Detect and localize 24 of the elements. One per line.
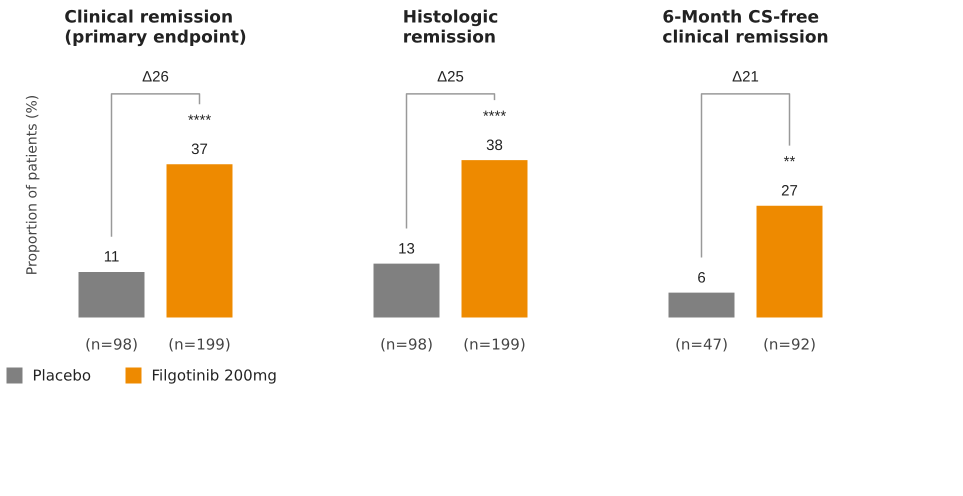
text: **** bbox=[482, 108, 506, 125]
x-tick-label: (n=47) bbox=[675, 336, 728, 354]
data-label: 27 bbox=[781, 182, 798, 200]
chart-title: Clinical remission (primary endpoint) bbox=[64, 8, 247, 48]
data-label: 6 bbox=[697, 269, 706, 286]
legend-label: Placebo bbox=[32, 366, 92, 384]
text: Δ21 bbox=[732, 68, 759, 86]
text: Δ25 bbox=[437, 68, 464, 86]
chart-title: Histologic remission bbox=[402, 8, 498, 48]
data-label: 13 bbox=[398, 240, 415, 258]
data-label: 38 bbox=[486, 136, 503, 154]
text: ** bbox=[784, 154, 796, 171]
x-tick-label: (n=199) bbox=[463, 336, 526, 354]
text: Δ26 bbox=[142, 68, 169, 86]
x-tick-label: (n=98) bbox=[85, 336, 138, 354]
x-tick-label: (n=98) bbox=[380, 336, 433, 354]
data-label: 11 bbox=[104, 248, 120, 266]
text: **** bbox=[188, 112, 212, 130]
legend-label: Filgotinib 200mg bbox=[152, 366, 277, 384]
x-tick-label: (n=92) bbox=[763, 336, 816, 354]
chart-title: 6-Month CS-free clinical remission bbox=[662, 8, 829, 48]
y-axis-title: Proportion of patients (%) bbox=[24, 94, 40, 276]
data-label: 37 bbox=[191, 140, 208, 158]
x-tick-label: (n=199) bbox=[168, 336, 231, 354]
